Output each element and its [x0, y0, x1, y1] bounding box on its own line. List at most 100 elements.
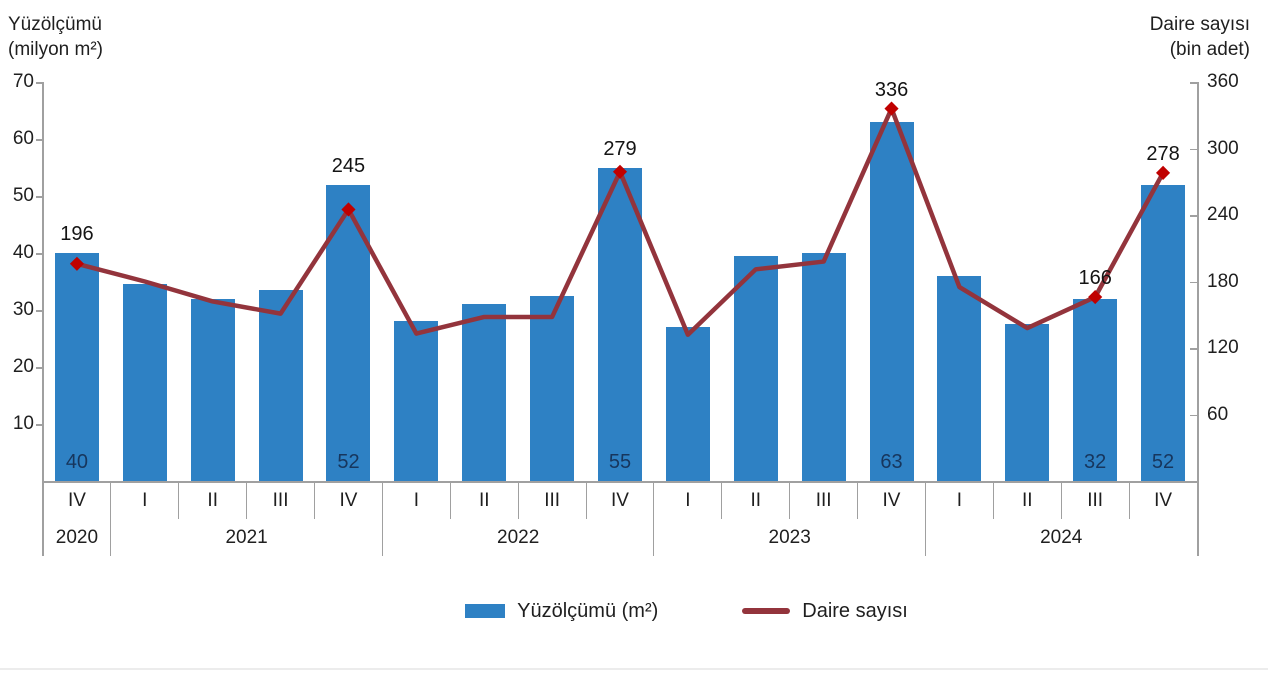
quarter-label: II — [207, 490, 218, 511]
bar — [665, 327, 710, 481]
left-axis-tick — [36, 253, 43, 255]
right-axis-tick-label: 300 — [1207, 137, 1239, 159]
bar — [937, 275, 982, 481]
line-value-label: 336 — [874, 78, 909, 101]
quarter-label: I — [413, 490, 419, 511]
quarter-separator — [314, 481, 316, 519]
quarter-separator — [1060, 481, 1062, 519]
quarter-separator — [449, 481, 451, 519]
line-marker-icon — [1088, 289, 1103, 305]
bar — [122, 284, 167, 481]
quarter-label: II — [478, 490, 490, 511]
year-separator — [381, 481, 383, 556]
right-axis-tick — [1190, 414, 1197, 416]
right-axis-tick — [1190, 82, 1197, 84]
right-axis-tick — [1190, 148, 1197, 150]
line-value-label: 245 — [331, 154, 366, 177]
year-separator — [42, 481, 44, 556]
x-axis-baseline — [42, 481, 1198, 483]
left-axis-tick — [36, 196, 43, 198]
legend-bar-label: Yüzölçümü (m²) — [517, 599, 659, 622]
right-axis-title-line1: Daire sayısı — [1149, 14, 1250, 35]
bar — [801, 253, 846, 481]
quarter-separator — [517, 481, 519, 519]
year-label: 2022 — [497, 527, 540, 548]
quarter-separator — [178, 481, 180, 519]
line-marker-icon — [1155, 165, 1171, 180]
quarter-label: I — [685, 490, 691, 511]
quarter-label: I — [142, 490, 148, 511]
trend-line — [69, 101, 1171, 337]
left-axis-title: Yüzölçümü (milyon m²) — [8, 12, 103, 62]
quarter-label: IV — [1154, 490, 1173, 511]
quarter-label: I — [956, 490, 963, 511]
right-axis-tick — [1190, 215, 1197, 217]
bar — [530, 295, 575, 481]
quarter-label: IV — [882, 490, 901, 511]
bar — [394, 321, 439, 481]
bar — [462, 304, 507, 481]
left-axis-title-line1: Yüzölçümü — [8, 14, 102, 35]
quarter-separator — [585, 481, 587, 519]
left-axis-tick-label: 30 — [12, 299, 34, 320]
bar — [1141, 184, 1186, 481]
right-axis-tick-label: 60 — [1207, 403, 1229, 425]
bottom-divider — [0, 668, 1268, 670]
left-axis-tick — [36, 424, 43, 426]
left-axis-tick — [36, 82, 43, 84]
left-axis-tick-label: 20 — [12, 356, 34, 377]
left-axis-line — [42, 82, 44, 556]
left-axis-tick — [36, 139, 43, 141]
bar-value-label: 40 — [65, 451, 89, 473]
bar — [1073, 298, 1118, 481]
right-axis-tick-label: 120 — [1207, 337, 1239, 358]
legend-bar-swatch-icon — [465, 604, 506, 618]
bar-value-label: 55 — [608, 451, 632, 473]
right-axis-title-line2: (bin adet) — [1169, 39, 1250, 60]
bar — [258, 290, 303, 481]
line-value-label: 196 — [60, 223, 94, 245]
quarter-label: III — [544, 490, 561, 511]
quarter-label: IV — [611, 490, 629, 511]
plot-area: 40 52 55 63 32 52 196 245 279 336 166 278 70 60 50 40 30… — [13, 71, 1239, 556]
line-value-label: 279 — [603, 137, 637, 160]
line-marker-icon — [341, 202, 356, 217]
bar-value-label: 63 — [880, 451, 903, 473]
year-separator — [1196, 481, 1198, 556]
right-axis-tick-label: 180 — [1207, 270, 1239, 292]
line-marker-icon — [612, 164, 628, 179]
quarter-label: II — [750, 490, 762, 511]
bar — [869, 121, 914, 481]
quarter-label: III — [1087, 490, 1104, 511]
right-axis-tick-label: 240 — [1207, 204, 1239, 225]
left-axis-title-line2: (milyon m²) — [8, 39, 103, 60]
left-axis-tick-label: 40 — [12, 242, 34, 263]
year-label: 2021 — [225, 527, 268, 548]
year-separator — [110, 481, 112, 556]
year-separator — [653, 481, 655, 556]
bar-value-label: 32 — [1084, 451, 1107, 473]
bar — [733, 255, 778, 481]
left-axis-tick-label: 50 — [12, 185, 34, 206]
right-axis-tick — [1190, 281, 1197, 283]
bar — [190, 298, 235, 481]
quarter-label: IV — [339, 490, 358, 511]
year-separator — [924, 481, 926, 556]
line-value-label: 166 — [1078, 267, 1112, 290]
right-axis-tick-label: 360 — [1207, 71, 1239, 92]
quarter-label: III — [815, 490, 832, 511]
left-axis-tick-label: 10 — [12, 413, 34, 434]
bar-value-label: 52 — [1151, 451, 1175, 473]
right-axis-title: Daire sayısı (bin adet) — [1150, 12, 1250, 62]
quarter-separator — [992, 481, 994, 519]
year-label: 2020 — [55, 527, 99, 548]
bar — [54, 253, 99, 481]
quarter-separator — [1128, 481, 1130, 519]
left-axis-tick — [36, 367, 43, 369]
quarter-label: IV — [67, 490, 86, 511]
quarter-label: II — [1022, 490, 1033, 511]
quarter-separator — [721, 481, 723, 519]
right-axis-line — [1197, 82, 1199, 556]
quarter-separator — [246, 481, 248, 519]
